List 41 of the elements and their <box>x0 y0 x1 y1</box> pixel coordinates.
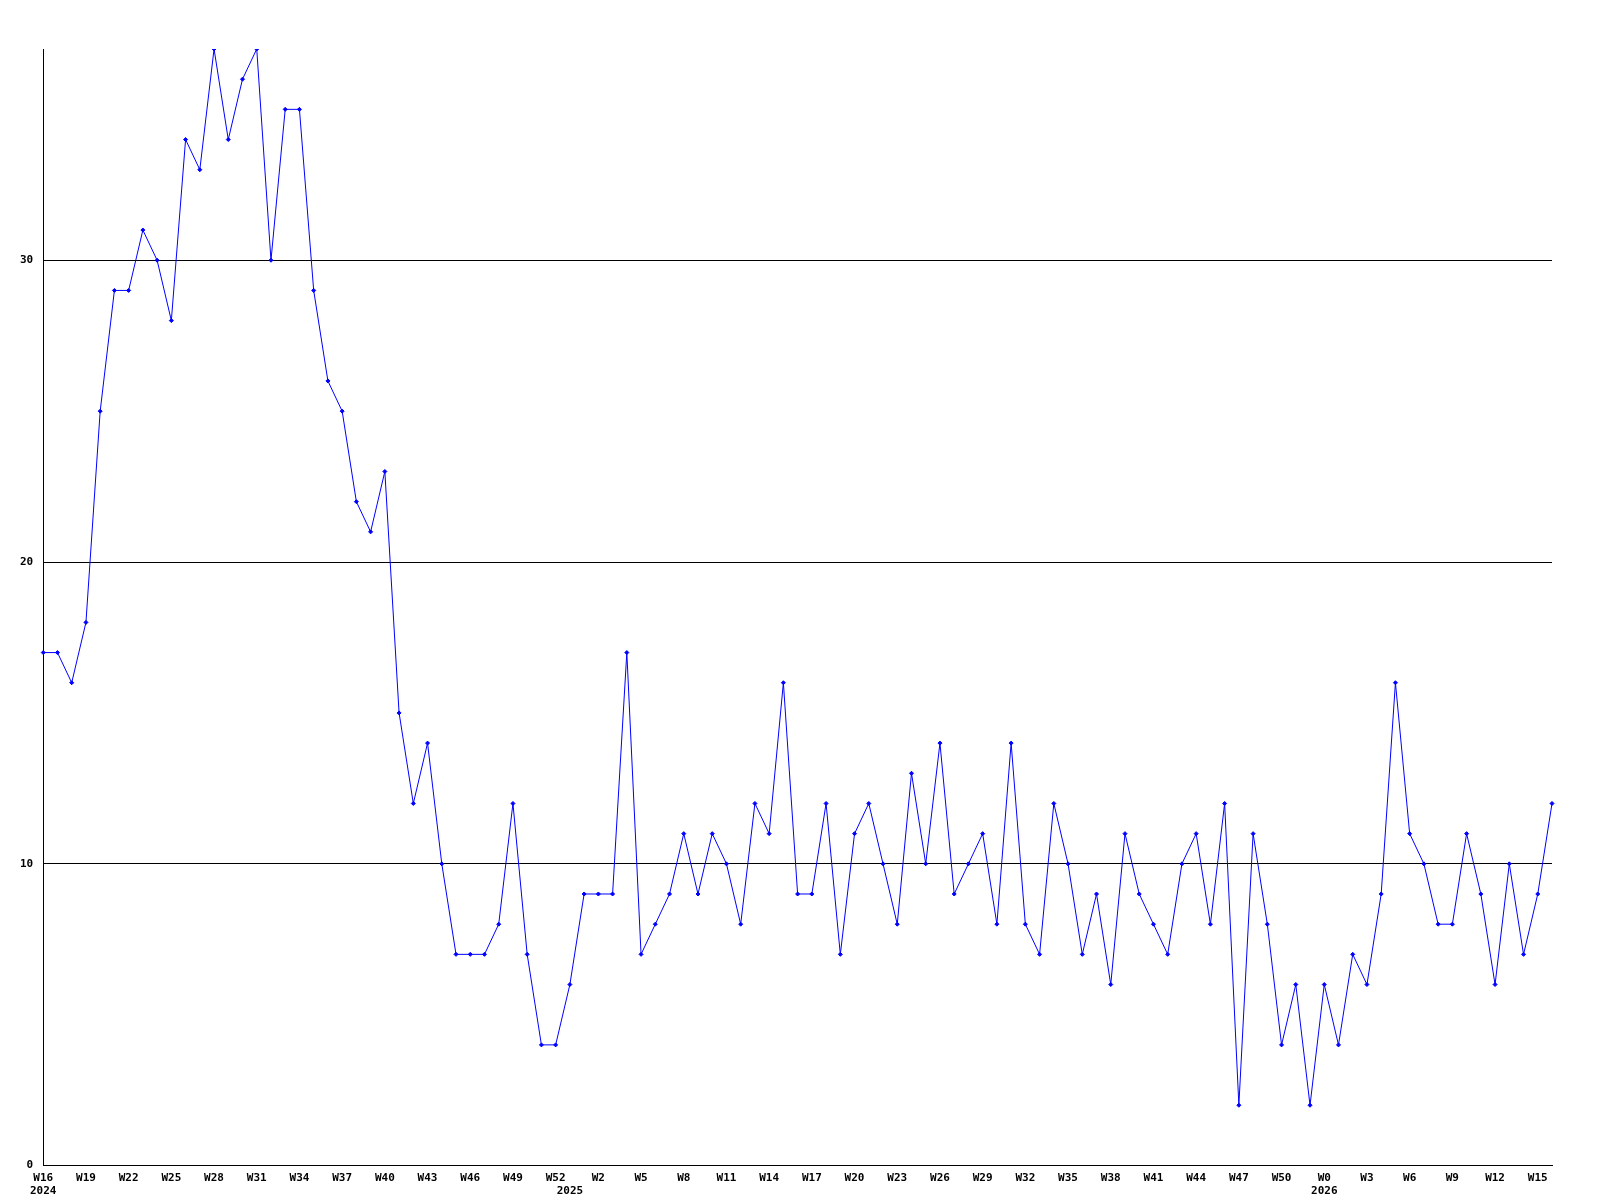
y-tick-label: 30 <box>20 253 34 267</box>
x-tick-label: W6 <box>1403 1171 1417 1185</box>
y-tick-label: 20 <box>20 554 34 568</box>
x-tick-label: W8 <box>677 1171 691 1185</box>
x-tick-label: W46 <box>460 1171 481 1185</box>
x-tick-label: W32 <box>1015 1171 1036 1185</box>
x-tick-label: W2 <box>591 1171 605 1185</box>
x-tick-label: W52 <box>545 1171 566 1185</box>
x-tick-label: W34 <box>289 1171 310 1185</box>
x-tick-label: W31 <box>246 1171 268 1185</box>
x-tick-label: W15 <box>1527 1171 1548 1185</box>
x-tick-label: W19 <box>76 1171 96 1185</box>
x-tick-label: W43 <box>417 1171 438 1185</box>
y-tick-label: 10 <box>20 856 34 870</box>
x-tick-label: 2025 <box>556 1184 584 1198</box>
x-tick-label: W20 <box>844 1171 865 1185</box>
x-tick-label: W23 <box>887 1171 908 1185</box>
x-tick-label: W41 <box>1143 1171 1164 1185</box>
x-tick-label: W35 <box>1058 1171 1078 1185</box>
x-tick-label: W12 <box>1485 1171 1505 1185</box>
x-tick-label: W25 <box>161 1171 182 1185</box>
x-tick-label: W28 <box>204 1171 224 1185</box>
x-tick-label: W22 <box>118 1171 139 1185</box>
x-tick-label: W37 <box>332 1171 353 1185</box>
x-tick-label: W0 2026 <box>1311 1171 1338 1198</box>
x-tick-label: W14 <box>759 1171 780 1185</box>
x-tick-label: W50 <box>1271 1171 1292 1185</box>
x-tick-label: W49 <box>503 1171 523 1185</box>
x-tick-label: W3 <box>1360 1171 1374 1185</box>
x-tick-label: W38 <box>1100 1171 1121 1185</box>
x-tick-label: W5 <box>634 1171 648 1185</box>
x-tick-label: W11 <box>716 1171 737 1185</box>
x-tick-label: W9 <box>1445 1171 1459 1185</box>
x-tick-label: W47 <box>1228 1171 1249 1185</box>
x-tick-label: W17 <box>801 1171 822 1185</box>
x-tick-label: W26 <box>930 1171 951 1185</box>
x-tick-label: W44 <box>1186 1171 1207 1185</box>
y-tick-label: 0 <box>26 1158 34 1172</box>
x-tick-label: W29 <box>972 1171 993 1185</box>
x-tick-label: W40 <box>374 1171 395 1185</box>
x-tick-label: W16 2024 <box>30 1171 57 1198</box>
